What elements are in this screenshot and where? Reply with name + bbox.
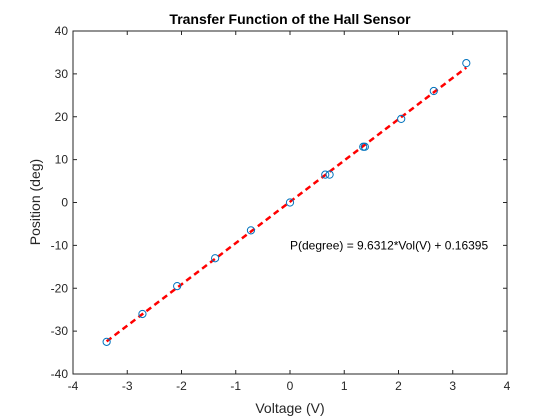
- data-point: [321, 170, 330, 179]
- data-point: [246, 226, 256, 235]
- data-point: [102, 337, 111, 346]
- points-layer: [102, 59, 471, 346]
- y-tick-label: -40: [51, 367, 69, 381]
- x-tick-label: -2: [176, 379, 187, 393]
- y-tick-label: 20: [55, 110, 69, 124]
- data-point: [462, 59, 471, 68]
- chart-title: Transfer Function of the Hall Sensor: [169, 11, 411, 27]
- x-tick-label: 3: [449, 379, 456, 393]
- x-tick-label: -1: [230, 379, 241, 393]
- data-point: [138, 309, 147, 319]
- y-tick-label: 10: [55, 153, 69, 167]
- y-axis-label: Position (deg): [27, 159, 43, 245]
- x-tick-label: -4: [68, 379, 79, 393]
- y-tick-label: 30: [55, 67, 69, 81]
- y-tick-label: 40: [55, 24, 69, 38]
- fit-line: [105, 66, 468, 343]
- data-point: [360, 142, 369, 151]
- data-point: [173, 282, 182, 291]
- x-tick-label: 0: [287, 379, 294, 393]
- x-tick-label: 2: [395, 379, 402, 393]
- fit-equation-annotation: P(degree) = 9.6312*Vol(V) + 0.16395: [290, 238, 488, 252]
- fit-line-layer: [105, 66, 468, 343]
- data-point: [285, 198, 295, 207]
- data-point: [211, 254, 220, 263]
- y-tick-label: -10: [51, 238, 69, 252]
- y-tick-label: -20: [51, 281, 69, 295]
- x-tick-label: 4: [504, 379, 511, 393]
- x-tick-label: 1: [341, 379, 348, 393]
- y-tick-label: 0: [61, 196, 68, 210]
- data-point: [397, 114, 406, 123]
- x-axis-label: Voltage (V): [255, 400, 324, 416]
- data-point: [325, 170, 334, 179]
- x-tick-label: -3: [122, 379, 133, 393]
- data-point: [429, 86, 438, 96]
- y-tick-label: -30: [51, 324, 69, 338]
